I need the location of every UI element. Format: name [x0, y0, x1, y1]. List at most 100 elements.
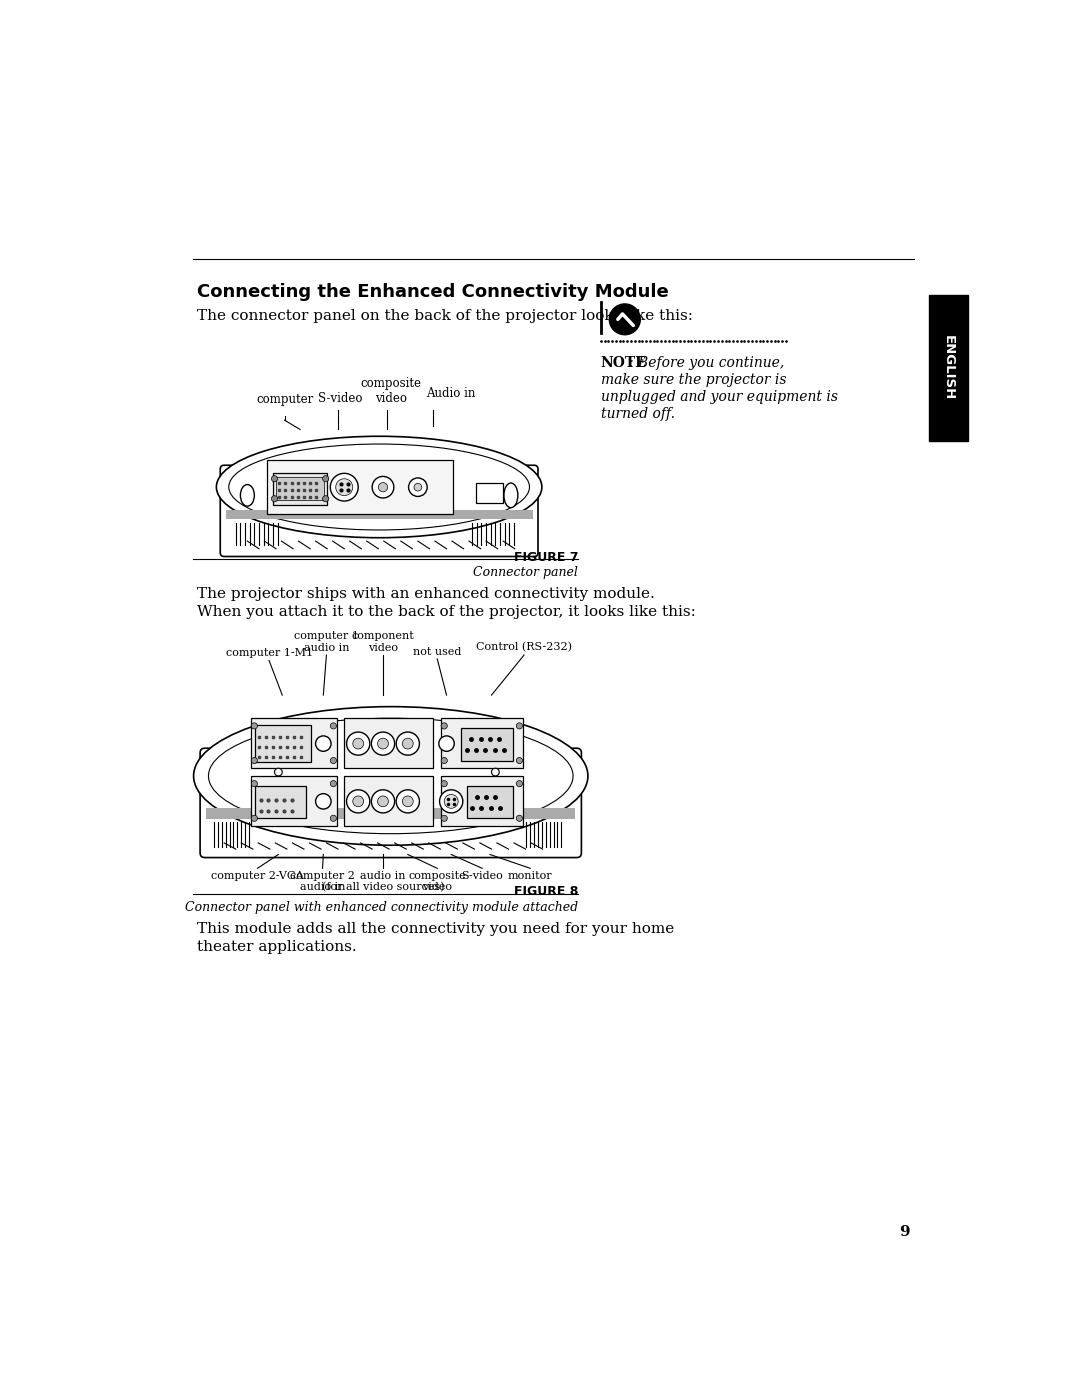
Circle shape: [330, 816, 337, 821]
Circle shape: [609, 305, 640, 335]
Text: NOTE: NOTE: [600, 355, 647, 370]
Circle shape: [378, 796, 389, 806]
Text: turned off.: turned off.: [600, 407, 675, 420]
Circle shape: [441, 781, 447, 787]
Circle shape: [330, 474, 359, 502]
Circle shape: [408, 478, 428, 496]
Bar: [276, 478, 324, 500]
Circle shape: [396, 732, 419, 756]
Circle shape: [347, 732, 369, 756]
Circle shape: [441, 816, 447, 821]
Circle shape: [372, 789, 394, 813]
Text: composite
video: composite video: [408, 870, 467, 893]
Bar: [206, 809, 576, 819]
Bar: [930, 295, 968, 441]
Bar: [441, 775, 523, 826]
Circle shape: [252, 781, 257, 787]
Text: Connector panel: Connector panel: [473, 566, 578, 578]
Text: theater applications.: theater applications.: [197, 940, 356, 954]
Bar: [441, 718, 523, 768]
Circle shape: [252, 816, 257, 821]
Text: : Before you continue,: : Before you continue,: [629, 355, 784, 370]
Circle shape: [252, 722, 257, 729]
Circle shape: [441, 722, 447, 729]
Text: composite
video: composite video: [361, 377, 421, 405]
Text: Connector panel with enhanced connectivity module attached: Connector panel with enhanced connectivi…: [185, 901, 578, 914]
Ellipse shape: [241, 485, 255, 506]
Text: S-video: S-video: [461, 870, 503, 880]
FancyBboxPatch shape: [220, 465, 538, 556]
Circle shape: [403, 796, 414, 806]
Text: not used: not used: [413, 647, 461, 657]
Circle shape: [373, 476, 394, 497]
Text: audio in
(for all video sources): audio in (for all video sources): [322, 870, 444, 893]
Circle shape: [252, 757, 257, 764]
Text: Connecting the Enhanced Connectivity Module: Connecting the Enhanced Connectivity Mod…: [197, 284, 669, 302]
Ellipse shape: [504, 483, 517, 507]
Text: computer 2
audio in: computer 2 audio in: [291, 870, 355, 893]
Text: computer: computer: [256, 394, 313, 407]
Circle shape: [516, 722, 523, 729]
Circle shape: [274, 768, 282, 775]
Bar: [460, 728, 513, 760]
Circle shape: [378, 738, 389, 749]
Text: FIGURE 8: FIGURE 8: [514, 886, 578, 898]
Circle shape: [353, 738, 364, 749]
Bar: [467, 787, 513, 819]
Circle shape: [403, 738, 414, 749]
Text: monitor: monitor: [508, 870, 553, 880]
Bar: [252, 775, 337, 826]
Circle shape: [438, 736, 455, 752]
Circle shape: [323, 496, 328, 502]
Circle shape: [323, 475, 328, 482]
Circle shape: [315, 793, 332, 809]
Bar: [345, 718, 433, 768]
Text: The connector panel on the back of the projector looks like this:: The connector panel on the back of the p…: [197, 309, 693, 323]
Circle shape: [491, 768, 499, 775]
Circle shape: [347, 789, 369, 813]
Bar: [252, 718, 337, 768]
Circle shape: [271, 475, 278, 482]
Text: The projector ships with an enhanced connectivity module.: The projector ships with an enhanced con…: [197, 587, 654, 601]
Circle shape: [330, 781, 337, 787]
Circle shape: [396, 789, 419, 813]
Text: computer 1
audio in: computer 1 audio in: [294, 631, 359, 652]
Circle shape: [516, 781, 523, 787]
Text: Control (RS-232): Control (RS-232): [476, 643, 572, 652]
Circle shape: [378, 482, 388, 492]
Circle shape: [414, 483, 422, 490]
Bar: [226, 510, 532, 520]
Text: FIGURE 7: FIGURE 7: [514, 550, 578, 564]
Bar: [476, 483, 503, 503]
Bar: [345, 775, 433, 826]
Text: 9: 9: [900, 1225, 910, 1239]
Circle shape: [516, 757, 523, 764]
Circle shape: [372, 732, 394, 756]
Circle shape: [330, 757, 337, 764]
Circle shape: [440, 789, 463, 813]
Bar: [267, 460, 453, 514]
Text: make sure the projector is: make sure the projector is: [600, 373, 786, 387]
Text: computer 2-VGA: computer 2-VGA: [211, 870, 303, 880]
Text: This module adds all the connectivity you need for your home: This module adds all the connectivity yo…: [197, 922, 674, 936]
Text: When you attach it to the back of the projector, it looks like this:: When you attach it to the back of the pr…: [197, 605, 696, 619]
FancyBboxPatch shape: [200, 749, 581, 858]
Text: ENGLISH: ENGLISH: [942, 335, 955, 401]
Circle shape: [315, 736, 332, 752]
Text: computer 1-M1: computer 1-M1: [226, 648, 312, 658]
Circle shape: [353, 796, 364, 806]
Text: S-video: S-video: [319, 391, 363, 405]
Ellipse shape: [193, 707, 588, 845]
Circle shape: [271, 496, 278, 502]
Text: component
video: component video: [352, 631, 415, 652]
Bar: [255, 787, 306, 819]
Text: Audio in: Audio in: [426, 387, 475, 400]
Bar: [273, 472, 327, 504]
Bar: [255, 725, 311, 763]
Circle shape: [441, 757, 447, 764]
Circle shape: [516, 816, 523, 821]
Ellipse shape: [216, 436, 542, 538]
Circle shape: [336, 479, 353, 496]
Text: unplugged and your equipment is: unplugged and your equipment is: [600, 390, 838, 404]
Circle shape: [444, 795, 458, 809]
